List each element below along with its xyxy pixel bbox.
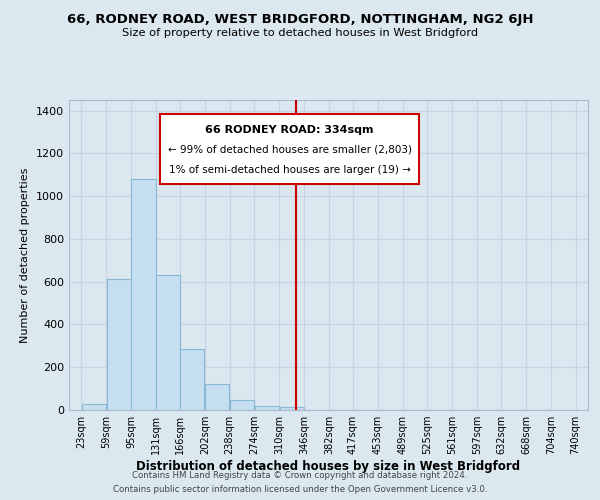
Bar (82, 404, 106, 410)
Text: Contains HM Land Registry data © Crown copyright and database right 2024.: Contains HM Land Registry data © Crown c… (132, 472, 468, 480)
Bar (181, 349, 205, 410)
Bar (156, 276, 181, 410)
Bar (107, 278, 131, 410)
Text: Size of property relative to detached houses in West Bridgford: Size of property relative to detached ho… (122, 28, 478, 38)
Y-axis label: Number of detached properties: Number of detached properties (20, 168, 31, 342)
Text: 66, RODNEY ROAD, WEST BRIDGFORD, NOTTINGHAM, NG2 6JH: 66, RODNEY ROAD, WEST BRIDGFORD, NOTTING… (67, 12, 533, 26)
FancyBboxPatch shape (160, 114, 419, 184)
Text: 66 RODNEY ROAD: 334sqm: 66 RODNEY ROAD: 334sqm (205, 125, 374, 135)
X-axis label: Distribution of detached houses by size in West Bridgford: Distribution of detached houses by size … (136, 460, 521, 473)
Bar (255, 406, 279, 410)
Text: 1% of semi-detached houses are larger (19) →: 1% of semi-detached houses are larger (1… (169, 165, 410, 175)
Bar (230, 400, 254, 410)
Text: ← 99% of detached houses are smaller (2,803): ← 99% of detached houses are smaller (2,… (167, 145, 412, 155)
Bar (280, 407, 304, 410)
Bar (131, 179, 155, 410)
Bar (205, 384, 229, 410)
Text: Contains public sector information licensed under the Open Government Licence v3: Contains public sector information licen… (113, 484, 487, 494)
